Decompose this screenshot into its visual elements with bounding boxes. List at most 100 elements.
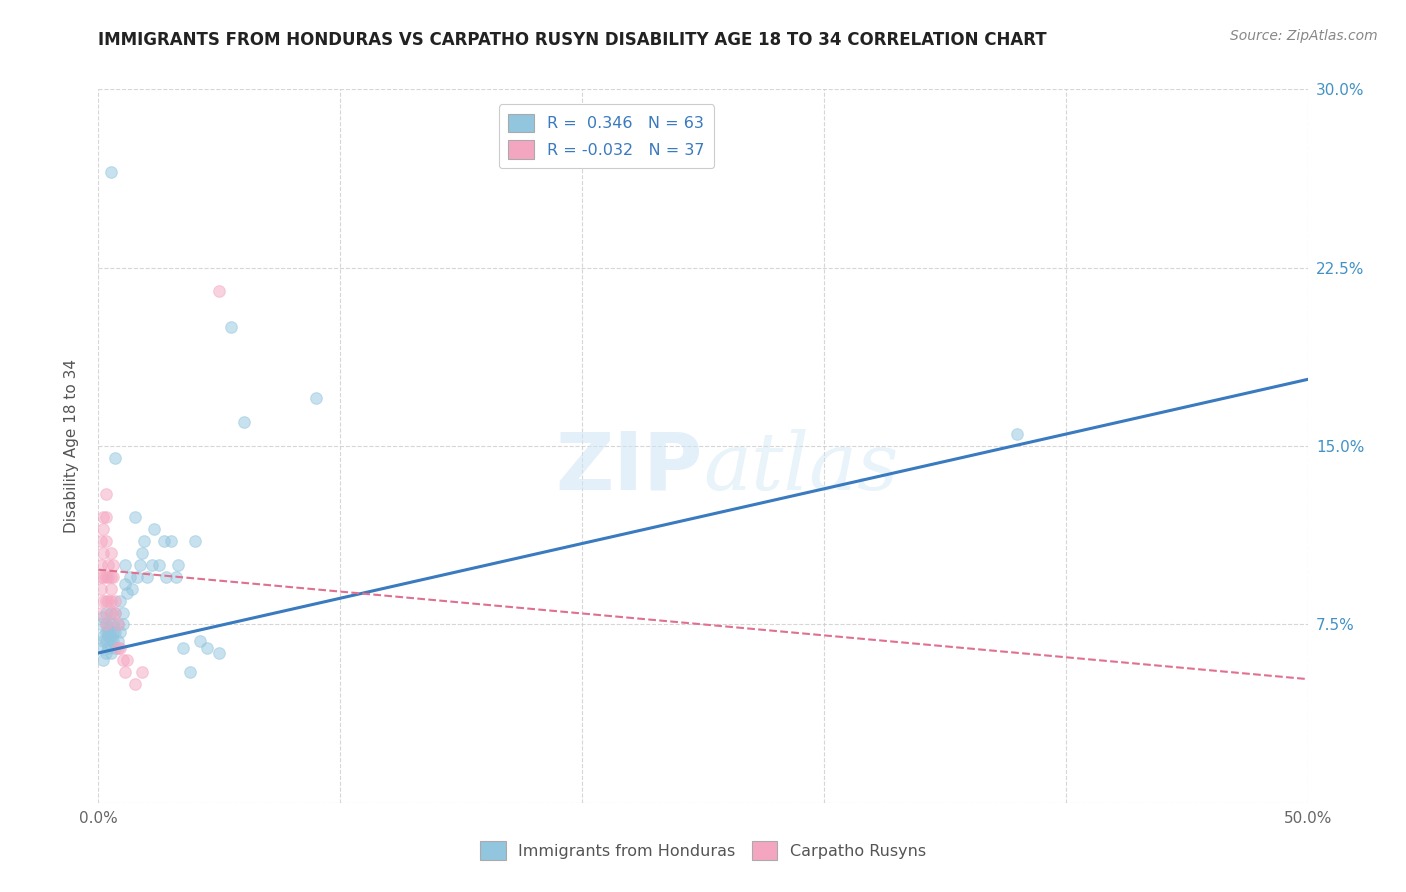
Point: [141, 558, 163, 572]
Text: IMMIGRANTS FROM HONDURAS VS CARPATHO RUSYN DISABILITY AGE 18 TO 34 CORRELATION C: IMMIGRANTS FROM HONDURAS VS CARPATHO RUS…: [98, 31, 1047, 49]
Point: [91, 629, 114, 643]
Point: [195, 641, 218, 656]
Point: [94, 617, 117, 632]
Text: atlas: atlas: [703, 429, 898, 506]
Point: [101, 570, 124, 584]
Point: [117, 653, 139, 667]
Point: [108, 624, 131, 639]
Point: [97, 620, 120, 634]
Point: [90, 606, 112, 620]
Point: [94, 534, 117, 549]
Point: [160, 534, 183, 549]
Point: [104, 606, 127, 620]
Point: [94, 634, 117, 648]
Point: [91, 522, 114, 536]
Point: [91, 593, 114, 607]
Point: [94, 570, 117, 584]
Point: [114, 577, 136, 591]
Point: [117, 586, 139, 600]
Point: [90, 641, 112, 656]
Point: [97, 624, 120, 639]
Point: [172, 641, 194, 656]
Point: [91, 634, 114, 648]
Text: ZIP: ZIP: [555, 428, 703, 507]
Point: [94, 510, 117, 524]
Point: [104, 624, 127, 639]
Point: [101, 558, 124, 572]
Point: [100, 629, 122, 643]
Point: [97, 629, 120, 643]
Point: [179, 665, 201, 679]
Point: [108, 593, 131, 607]
Point: [155, 570, 177, 584]
Point: [100, 634, 122, 648]
Point: [121, 582, 143, 596]
Point: [91, 653, 114, 667]
Point: [127, 570, 149, 584]
Point: [104, 450, 127, 465]
Point: [111, 617, 134, 632]
Point: [100, 582, 122, 596]
Point: [1007, 427, 1029, 442]
Point: [97, 558, 120, 572]
Point: [97, 570, 120, 584]
Point: [114, 665, 136, 679]
Point: [100, 570, 122, 584]
Point: [124, 677, 146, 691]
Point: [131, 546, 153, 560]
Point: [90, 558, 112, 572]
Point: [94, 593, 117, 607]
Point: [128, 558, 150, 572]
Point: [90, 582, 112, 596]
Point: [91, 510, 114, 524]
Point: [97, 593, 120, 607]
Point: [104, 641, 127, 656]
Point: [143, 522, 166, 536]
Point: [108, 641, 131, 656]
Y-axis label: Disability Age 18 to 34: Disability Age 18 to 34: [65, 359, 79, 533]
Point: [131, 665, 153, 679]
Point: [94, 606, 117, 620]
Point: [134, 534, 156, 549]
Point: [107, 641, 129, 656]
Point: [107, 617, 129, 632]
Point: [305, 392, 328, 406]
Point: [100, 617, 122, 632]
Point: [232, 415, 254, 429]
Point: [90, 534, 112, 549]
Point: [104, 606, 127, 620]
Point: [208, 646, 231, 660]
Point: [90, 617, 112, 632]
Point: [101, 624, 124, 639]
Point: [208, 285, 231, 299]
Point: [107, 634, 129, 648]
Point: [91, 610, 114, 624]
Point: [94, 617, 117, 632]
Point: [118, 570, 141, 584]
Point: [111, 653, 134, 667]
Point: [97, 641, 120, 656]
Text: Source: ZipAtlas.com: Source: ZipAtlas.com: [1230, 29, 1378, 43]
Point: [188, 634, 211, 648]
Point: [104, 593, 127, 607]
Point: [100, 606, 122, 620]
Point: [152, 534, 174, 549]
Point: [94, 486, 117, 500]
Point: [184, 534, 207, 549]
Point: [148, 558, 170, 572]
Point: [101, 634, 124, 648]
Point: [107, 617, 129, 632]
Point: [91, 570, 114, 584]
Point: [221, 320, 243, 334]
Point: [100, 546, 122, 560]
Point: [100, 593, 122, 607]
Point: [100, 606, 122, 620]
Point: [100, 646, 122, 660]
Point: [100, 165, 122, 179]
Point: [135, 570, 157, 584]
Point: [90, 570, 112, 584]
Point: [111, 606, 134, 620]
Point: [167, 558, 190, 572]
Point: [165, 570, 187, 584]
Point: [94, 624, 117, 639]
